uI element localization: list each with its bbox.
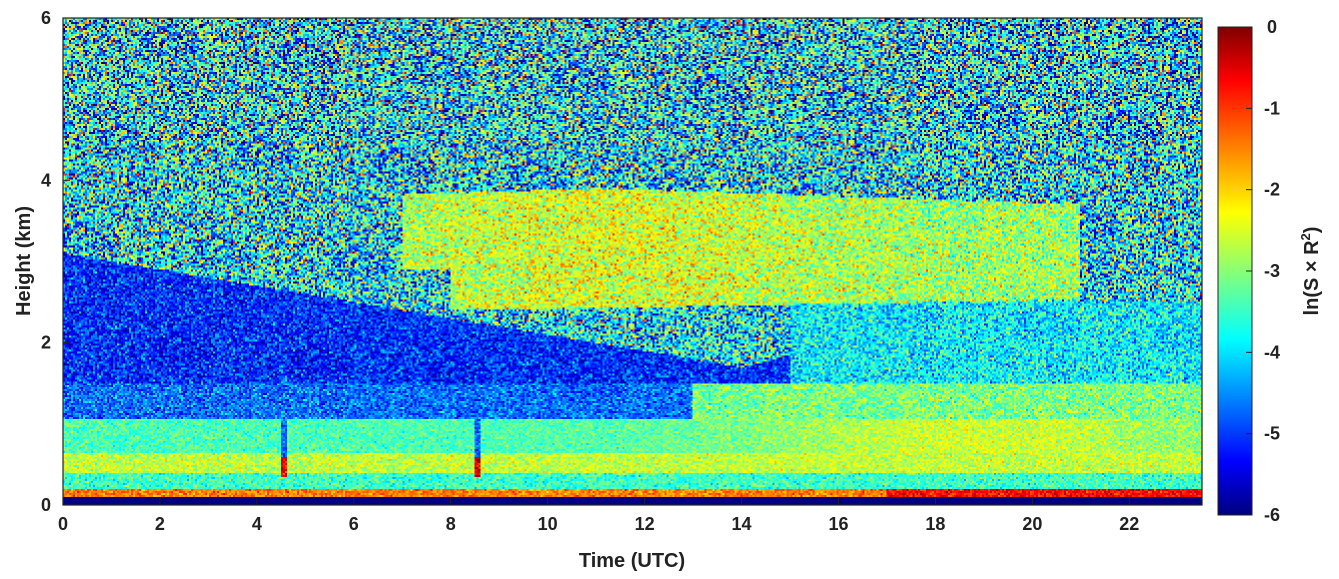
x-tick-label: 4 (252, 514, 262, 534)
colorbar-tick-label: -4 (1264, 342, 1280, 362)
x-tick-label: 10 (538, 514, 558, 534)
x-tick-label: 14 (732, 514, 752, 534)
heatmap-canvas (63, 18, 1202, 505)
x-tick-label: 6 (349, 514, 359, 534)
x-tick-label: 20 (1022, 514, 1042, 534)
colorbar-tick-label: -3 (1264, 261, 1280, 281)
y-axis: 0 2 4 6 (41, 8, 70, 515)
y-tick-label: 0 (41, 495, 51, 515)
colorbar-tick-label: -1 (1264, 98, 1280, 118)
x-tick-label: 16 (828, 514, 848, 534)
plot-frame (62, 17, 1203, 506)
x-tick-label: 2 (155, 514, 165, 534)
x-tick-label: 22 (1119, 514, 1139, 534)
colorbar-ticks: 0 -1 -2 -3 -4 -5 -6 (1246, 17, 1280, 525)
colorbar-tick-label: -5 (1264, 424, 1280, 444)
x-axis-label: Time (UTC) (579, 550, 685, 572)
x-tick-label: 18 (925, 514, 945, 534)
colorbar-tick-label: -2 (1264, 180, 1280, 200)
x-tick-label: 8 (446, 514, 456, 534)
y-tick-label: 6 (41, 8, 51, 28)
y-axis-label: Height (km) (13, 206, 35, 316)
x-tick-label: 0 (58, 514, 68, 534)
colorbar-tick-label: -6 (1264, 505, 1280, 525)
y-tick-label: 2 (41, 333, 51, 353)
x-axis: 0 2 4 6 8 10 12 14 16 18 20 22 (58, 498, 1139, 534)
y-tick-label: 4 (41, 170, 51, 190)
colorbar-tick-label: 0 (1267, 17, 1277, 37)
colorbar-label: ln(S × R2) (1298, 227, 1323, 316)
x-tick-label: 12 (635, 514, 655, 534)
